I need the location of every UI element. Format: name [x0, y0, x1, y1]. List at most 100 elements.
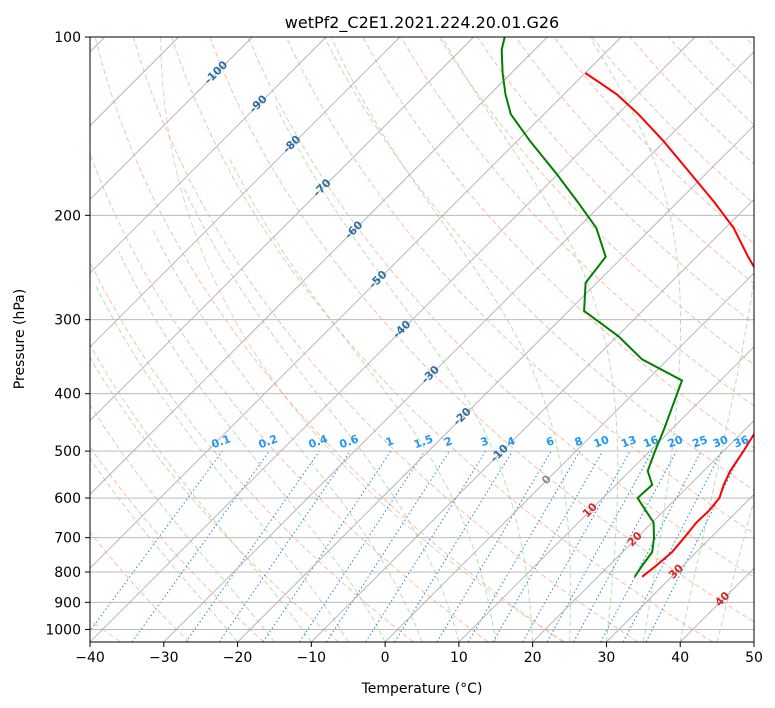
dry-adiabat-line [94, 37, 564, 642]
moist-adiabat-line [716, 498, 754, 642]
mixing-ratio-line [394, 450, 513, 642]
moist-adiabat-line [441, 37, 619, 642]
moist-adiabat-line [151, 227, 423, 642]
dewpoint-profile-line [500, 37, 684, 578]
x-tick-label: 10 [450, 650, 468, 666]
dry-adiabat-line [132, 37, 639, 642]
mixing-ratio-line [467, 450, 581, 642]
isotherms [90, 37, 754, 642]
y-axis-title: Pressure (hPa) [12, 289, 28, 389]
mixing-ratio-label: 0.4 [307, 432, 330, 451]
mixing-ratio-label: 10 [592, 433, 611, 451]
dry-adiabat-line [438, 37, 754, 366]
mixing-ratio-label: 6 [544, 434, 556, 449]
moist-adiabat-line [90, 457, 238, 642]
x-tick-label: −20 [223, 650, 253, 666]
y-tick-label: 700 [54, 531, 81, 547]
x-tick-label: 50 [745, 650, 763, 666]
isotherm-line [90, 37, 548, 496]
isotherm-line [311, 198, 754, 642]
y-tick-label: 100 [54, 30, 81, 46]
dry-adiabat-line [362, 37, 754, 449]
mixing-ratio-label: 25 [691, 433, 710, 450]
plot-frame [89, 36, 755, 643]
theta-e-lines [90, 37, 565, 642]
x-tick-label: −40 [75, 650, 105, 666]
mixing-ratio-label: 13 [619, 433, 638, 450]
x-tick-label: 30 [598, 650, 616, 666]
mixing-ratio-line [326, 450, 450, 642]
isobars [90, 37, 754, 630]
x-axis-title: Temperature (°C) [361, 681, 483, 697]
moist-adiabat-line [90, 343, 312, 642]
isotherm-line [458, 346, 754, 642]
mixing-ratio-label: 0.1 [210, 432, 233, 451]
x-tick-label: 20 [524, 650, 542, 666]
dry-adiabat-line [90, 356, 339, 642]
profile-lines [500, 37, 754, 578]
isotherm-line [90, 37, 253, 200]
mixing-ratio-label: 4 [505, 434, 517, 449]
mixing-ratio-label: 3 [479, 434, 491, 449]
mixing-ratio-label: 0.2 [257, 432, 280, 451]
mixing-ratio-line [573, 450, 677, 642]
temperature-profile-line [584, 72, 754, 578]
isotherm-line [384, 272, 754, 642]
mixing-ratio-labels: 0.1 0.2 0.4 0.6 1 1.5 2 3 4 6 8 10 13 16 20 25 30 36 [210, 432, 751, 451]
mixing-ratio-line [492, 450, 604, 642]
isotherm-line [90, 37, 327, 274]
chart-title: wetPf2_C2E1.2021.224.20.01.G26 [285, 13, 559, 33]
y-tick-label: 800 [54, 565, 81, 581]
dry-adiabat-line [90, 152, 489, 642]
isotherm-line [90, 37, 474, 422]
mixing-ratio-label: 30 [711, 433, 730, 451]
moist-adiabat-line [589, 37, 681, 642]
isotherm-line [90, 37, 401, 348]
dry-adiabat-line [323, 37, 754, 491]
mixing-ratio-label: 16 [642, 433, 661, 451]
moist-adiabat-line [93, 282, 349, 642]
mixing-ratio-label: 8 [573, 434, 585, 449]
mixing-ratio-line [436, 450, 552, 642]
dry-adiabat-line [171, 37, 713, 642]
y-tick-label: 1000 [45, 622, 81, 638]
y-tick-label: 900 [54, 595, 81, 611]
x-tick-label: 0 [381, 650, 390, 666]
mixing-ratio-label: 1.5 [412, 432, 435, 451]
x-tick-label: −30 [149, 650, 179, 666]
y-tick-label: 300 [54, 313, 81, 329]
moist-adiabat-line [183, 187, 460, 642]
isotherm-line [90, 37, 696, 642]
isotherm-line [532, 420, 754, 642]
mixing-ratio-line [185, 450, 320, 642]
dry-adiabat-line [90, 446, 265, 642]
y-tick-label: 500 [54, 444, 81, 460]
theta-e-line [160, 37, 565, 642]
isotherm-line [90, 37, 622, 569]
y-tick-label: 200 [54, 208, 81, 224]
x-tick-label: 40 [671, 650, 689, 666]
x-tick-label: −10 [297, 650, 327, 666]
y-tick-label: 600 [54, 491, 81, 507]
isotherm-line [606, 493, 754, 642]
dry-adiabat-line [90, 531, 190, 642]
mixing-ratio-line [218, 450, 351, 642]
mixing-ratio-label: 20 [666, 433, 685, 451]
mixing-ratio-line [522, 450, 631, 642]
isotherm-line [163, 51, 754, 642]
isotherm-line [237, 124, 754, 642]
y-axis-ticks: 100 200 300 400 500 600 700 800 900 1000 [45, 30, 90, 638]
moist-adiabat-line [118, 251, 386, 642]
dry-adiabat-line [515, 37, 754, 285]
moist-adiabat-line [275, 104, 534, 642]
x-axis-ticks: −40 −30 −20 −10 0 10 20 30 40 50 [75, 642, 763, 666]
y-tick-label: 400 [54, 387, 81, 403]
mixing-ratio-label: 2 [442, 434, 454, 449]
dry-adiabat-line [209, 37, 754, 623]
mixing-ratio-line [365, 450, 487, 642]
mixing-ratio-label: 36 [732, 433, 751, 451]
mixing-ratio-label: 1 [384, 434, 396, 449]
